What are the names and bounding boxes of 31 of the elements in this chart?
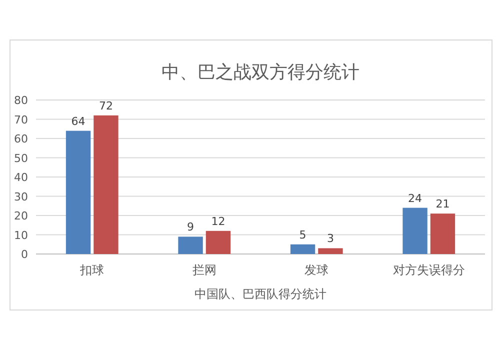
- data-label: 3: [326, 232, 334, 246]
- bar: [290, 244, 316, 254]
- y-tick-label: 80: [14, 94, 28, 107]
- bar: [66, 130, 91, 254]
- y-tick-label: 10: [14, 228, 28, 242]
- data-label: 72: [98, 99, 113, 112]
- data-label: 24: [408, 192, 422, 205]
- data-label: 64: [71, 114, 86, 128]
- data-label: 21: [436, 198, 450, 211]
- data-label: 9: [187, 220, 194, 234]
- x-tick-label: 扣球: [79, 263, 104, 277]
- x-tick-label: 对方失误得分: [392, 263, 465, 277]
- bar: [94, 115, 118, 254]
- y-tick-label: 0: [21, 248, 28, 261]
- y-tick-label: 50: [14, 152, 28, 165]
- x-tick-label: 拦网: [192, 263, 216, 277]
- y-tick-label: 70: [14, 113, 28, 126]
- bar: [206, 230, 231, 254]
- y-tick-label: 20: [14, 210, 28, 222]
- bar: [430, 214, 456, 254]
- bar: [178, 236, 203, 254]
- y-tick-label: 40: [14, 171, 28, 184]
- bar: [318, 248, 343, 254]
- data-label: 12: [211, 214, 226, 228]
- y-tick-label: 30: [14, 190, 28, 204]
- data-label: 5: [299, 228, 306, 242]
- chart-title: 中、巴之战双方得分统计: [162, 62, 360, 83]
- x-tick-label: 发球: [304, 263, 329, 277]
- bar: [402, 208, 428, 254]
- y-tick-label: 60: [14, 132, 28, 146]
- x-axis-title: 中国队、巴西队得分统计: [194, 287, 326, 301]
